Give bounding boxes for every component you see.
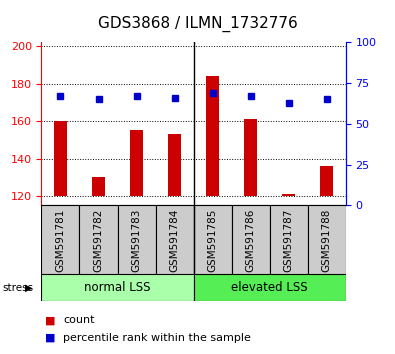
Text: GSM591781: GSM591781 [55, 208, 66, 272]
Text: ▶: ▶ [25, 282, 32, 293]
Text: GSM591784: GSM591784 [169, 208, 180, 272]
Text: ■: ■ [45, 315, 56, 325]
Bar [168, 134, 181, 196]
Bar [41, 205, 79, 274]
Bar [308, 205, 346, 274]
Bar [130, 131, 143, 196]
Text: GDS3868 / ILMN_1732776: GDS3868 / ILMN_1732776 [98, 16, 297, 32]
Text: GSM591783: GSM591783 [132, 208, 141, 272]
Bar [79, 205, 118, 274]
Text: GSM591787: GSM591787 [284, 208, 293, 272]
Bar [269, 205, 308, 274]
Bar [41, 274, 194, 301]
Text: GSM591782: GSM591782 [94, 208, 103, 272]
Text: GSM591785: GSM591785 [207, 208, 218, 272]
Text: elevated LSS: elevated LSS [231, 281, 308, 294]
Bar [231, 205, 269, 274]
Text: count: count [63, 315, 95, 325]
Text: ■: ■ [45, 333, 56, 343]
Text: GSM591786: GSM591786 [246, 208, 256, 272]
Bar [282, 194, 295, 196]
Bar [156, 205, 194, 274]
Bar [320, 166, 333, 196]
Bar [194, 205, 231, 274]
Bar [206, 76, 219, 196]
Bar [118, 205, 156, 274]
Text: stress: stress [2, 282, 33, 293]
Bar [194, 274, 346, 301]
Text: percentile rank within the sample: percentile rank within the sample [63, 333, 251, 343]
Text: GSM591788: GSM591788 [322, 208, 332, 272]
Bar [54, 121, 67, 196]
Bar [92, 177, 105, 196]
Bar [244, 119, 257, 196]
Text: normal LSS: normal LSS [84, 281, 151, 294]
